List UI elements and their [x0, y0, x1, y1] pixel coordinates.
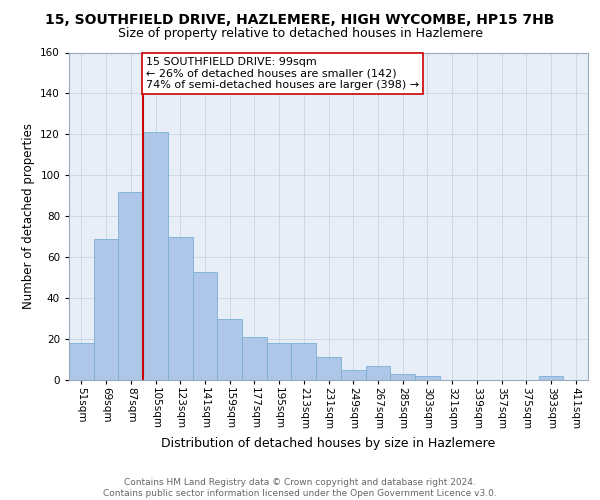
Bar — [539, 376, 563, 380]
Y-axis label: Number of detached properties: Number of detached properties — [22, 123, 35, 309]
Bar — [69, 343, 94, 380]
Text: 15 SOUTHFIELD DRIVE: 99sqm
← 26% of detached houses are smaller (142)
74% of sem: 15 SOUTHFIELD DRIVE: 99sqm ← 26% of deta… — [146, 56, 419, 90]
Text: 15, SOUTHFIELD DRIVE, HAZLEMERE, HIGH WYCOMBE, HP15 7HB: 15, SOUTHFIELD DRIVE, HAZLEMERE, HIGH WY… — [46, 12, 554, 26]
Bar — [390, 374, 415, 380]
Text: Contains HM Land Registry data © Crown copyright and database right 2024.
Contai: Contains HM Land Registry data © Crown c… — [103, 478, 497, 498]
Bar — [143, 132, 168, 380]
X-axis label: Distribution of detached houses by size in Hazlemere: Distribution of detached houses by size … — [161, 438, 496, 450]
Bar — [292, 343, 316, 380]
Bar — [94, 239, 118, 380]
Bar — [316, 358, 341, 380]
Bar — [193, 272, 217, 380]
Bar — [415, 376, 440, 380]
Bar — [118, 192, 143, 380]
Bar — [217, 318, 242, 380]
Bar — [341, 370, 365, 380]
Bar — [242, 337, 267, 380]
Bar — [267, 343, 292, 380]
Bar — [168, 236, 193, 380]
Text: Size of property relative to detached houses in Hazlemere: Size of property relative to detached ho… — [118, 28, 482, 40]
Bar — [365, 366, 390, 380]
